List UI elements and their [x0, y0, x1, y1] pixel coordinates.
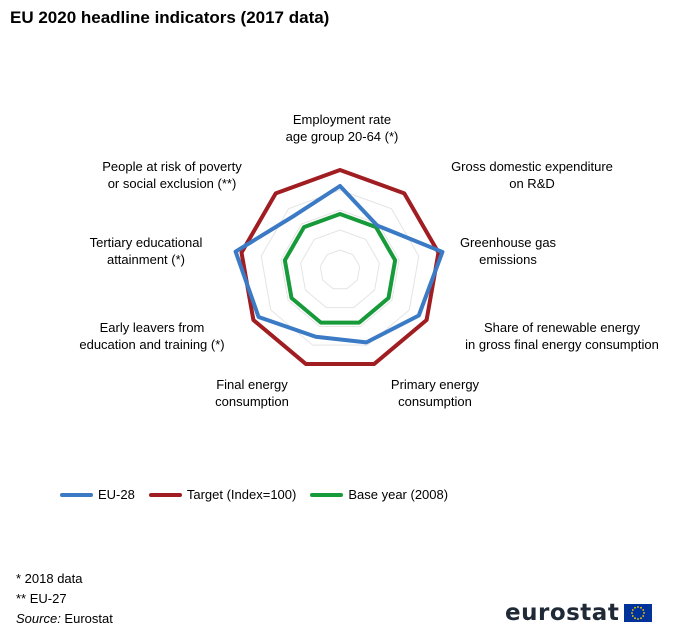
footnote-star: * 2018 data	[16, 571, 83, 586]
footnotes: * 2018 data ** EU-27 Source: Eurostat	[16, 569, 113, 629]
flag-star	[637, 606, 640, 608]
radar-axis-labels: Employment rate age group 20-64 (*) Gross …	[79, 112, 658, 409]
axis-label-8-line-0: People at risk of poverty	[102, 159, 242, 174]
axis-label-1: Gross domestic expenditure on R&D	[451, 159, 613, 191]
axis-label-3: Share of renewable energy in gross final …	[465, 320, 659, 352]
series-line-eu-28	[233, 184, 445, 345]
axis-label-5-line-0: Final energy	[216, 377, 288, 392]
series-line-target-index-100	[239, 168, 441, 366]
legend-swatch-base-year	[310, 492, 344, 497]
grid-ring-60	[280, 209, 400, 327]
radar-chart: Employment rate age group 20-64 (*) Gross …	[79, 112, 658, 409]
grid-ring-80	[260, 189, 420, 346]
eu-flag-icon	[624, 604, 653, 622]
axis-label-7-line-1: attainment (*)	[107, 252, 185, 267]
axis-label-7: Tertiary educational attainment (*)	[90, 235, 203, 267]
flag-star	[632, 615, 635, 617]
series-line-base-year-2008	[282, 212, 398, 325]
flag-star	[637, 618, 640, 620]
legend-item-target: Target (Index=100)	[148, 487, 297, 502]
flag-star	[634, 617, 637, 620]
flag-star	[634, 606, 637, 609]
axis-label-4-line-0: Primary energy	[391, 377, 480, 392]
grid-ring-20	[319, 249, 361, 290]
flag-star	[640, 606, 643, 609]
legend-item-base-year: Base year (2008)	[310, 487, 448, 502]
axis-label-2-line-1: emissions	[479, 252, 537, 267]
axis-label-3-line-0: Share of renewable energy	[484, 320, 641, 335]
source-label: Source:	[16, 611, 61, 626]
source-value: Eurostat	[60, 611, 113, 626]
axis-label-6: Early leavers from education and training…	[79, 320, 224, 352]
legend-label-eu28: EU-28	[98, 487, 135, 502]
axis-label-8: People at risk of poverty or social exclu…	[102, 159, 242, 191]
chart-title: EU 2020 headline indicators (2017 data)	[10, 8, 330, 27]
axis-label-5-line-1: consumption	[215, 394, 289, 409]
axis-label-7-line-0: Tertiary educational	[90, 235, 203, 250]
legend-item-eu28: EU-28	[60, 487, 135, 502]
axis-label-6-line-1: education and training (*)	[79, 337, 224, 352]
axis-label-0-line-1: age group 20-64 (*)	[286, 129, 399, 144]
axis-label-2: Greenhouse gas emissions	[460, 235, 557, 267]
legend-label-base-year: Base year (2008)	[348, 487, 449, 502]
flag-star	[642, 615, 645, 617]
flag-star	[632, 609, 635, 611]
axis-label-5: Final energy consumption	[215, 377, 289, 409]
legend: EU-28 Target (Index=100) Base year (2008…	[60, 487, 462, 502]
axis-label-4: Primary energy consumption	[391, 377, 480, 409]
legend-swatch-target	[148, 492, 182, 497]
eurostat-logo-text: eurostat	[505, 600, 620, 626]
axis-label-3-line-1: in gross final energy consumption	[465, 337, 659, 352]
axis-label-1-line-0: Gross domestic expenditure	[451, 159, 613, 174]
legend-label-target: Target (Index=100)	[186, 487, 297, 502]
footnote-double-star: ** EU-27	[16, 591, 67, 606]
axis-label-0: Employment rate age group 20-64 (*)	[286, 112, 399, 144]
source-note: Source: Eurostat	[16, 609, 113, 629]
axis-label-2-line-0: Greenhouse gas	[460, 235, 557, 250]
axis-label-6-line-0: Early leavers from	[100, 320, 205, 335]
flag-star	[643, 612, 646, 614]
radar-series	[233, 168, 445, 366]
flag-star	[631, 612, 634, 614]
flag-star	[642, 609, 645, 611]
axis-label-0-line-0: Employment rate	[293, 112, 391, 127]
eurostat-logo: eurostat	[505, 600, 653, 626]
axis-label-1-line-1: on R&D	[509, 176, 555, 191]
axis-label-4-line-1: consumption	[398, 394, 472, 409]
legend-swatch-eu28	[60, 492, 93, 497]
grid-ring-40	[300, 229, 380, 309]
axis-label-8-line-1: or social exclusion (**)	[108, 176, 237, 191]
flag-star	[640, 617, 643, 620]
